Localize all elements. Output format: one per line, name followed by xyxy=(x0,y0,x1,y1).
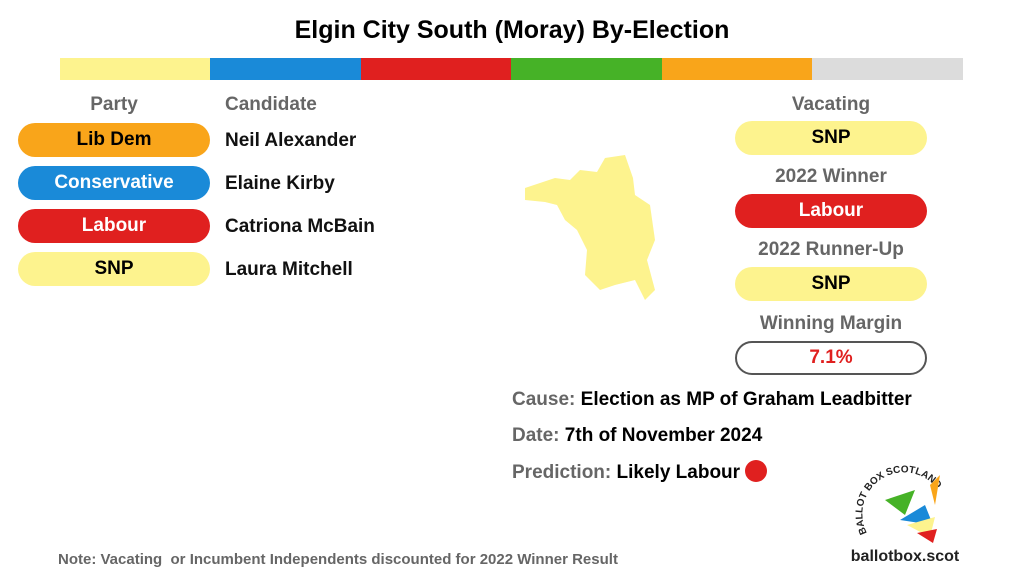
cause-line: Cause: Election as MP of Graham Leadbitt… xyxy=(512,389,912,411)
candidate-name: Laura Mitchell xyxy=(225,259,353,280)
stripe-segment xyxy=(60,58,211,80)
date-line: Date: 7th of November 2024 xyxy=(512,425,762,447)
party-pill: Lib Dem xyxy=(18,123,210,157)
stripe-segment xyxy=(210,58,361,80)
party-header: Party xyxy=(90,94,138,115)
prediction-label: Prediction: xyxy=(512,462,612,483)
stripe-segment xyxy=(662,58,813,80)
prediction: Likely Labour xyxy=(616,462,741,483)
vacating-pill: SNP xyxy=(735,121,927,155)
runner-up-pill: SNP xyxy=(735,267,927,301)
logo: BALLOT BOX SCOTLAND xyxy=(854,464,943,543)
winner-pill: Labour xyxy=(735,194,927,228)
party-pill: SNP xyxy=(18,252,210,286)
prediction-line: Prediction: Likely Labour xyxy=(512,460,768,484)
margin-label: Winning Margin xyxy=(759,313,903,334)
date-label: Date: xyxy=(512,425,560,446)
winner-label: 2022 Winner xyxy=(775,166,887,187)
party-pill: Labour xyxy=(18,209,210,243)
candidate-name: Neil Alexander xyxy=(225,130,357,151)
site: ballotbox.scot xyxy=(850,548,960,565)
candidate-name: Catriona McBain xyxy=(225,216,375,237)
cause-label: Cause: xyxy=(512,389,576,410)
logo-shape xyxy=(930,475,940,505)
map-shape xyxy=(525,155,655,300)
vacating-label: Vacating xyxy=(791,94,871,115)
logo-shape xyxy=(917,529,937,543)
margin-pill: 7.1% xyxy=(735,341,927,375)
stripe-segment xyxy=(361,58,512,80)
candidate-header: Candidate xyxy=(225,94,317,115)
ward-map xyxy=(525,155,655,300)
candidate-name: Elaine Kirby xyxy=(225,173,335,194)
cause: Election as MP of Graham Leadbitter xyxy=(580,389,912,410)
stripe-segment xyxy=(812,58,963,80)
date: 7th of November 2024 xyxy=(564,425,763,446)
party-pill: Conservative xyxy=(18,166,210,200)
note: Note: Vacating or Incumbent Independents… xyxy=(58,551,618,568)
stripe-segment xyxy=(511,58,662,80)
title: Elgin City South (Moray) By-Election xyxy=(294,16,730,44)
logo-shape xyxy=(885,490,915,515)
prediction-dot xyxy=(745,460,768,482)
runner-up-label: 2022 Runner-Up xyxy=(758,239,904,260)
